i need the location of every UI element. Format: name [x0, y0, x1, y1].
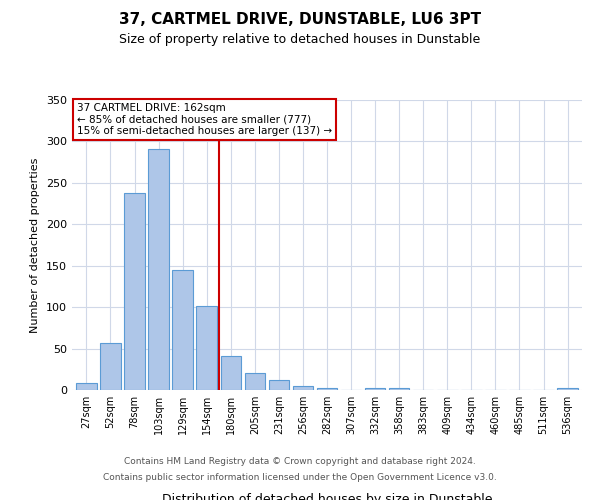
Bar: [293, 386, 313, 390]
Bar: [389, 388, 409, 390]
Bar: [221, 356, 241, 390]
Bar: [365, 388, 385, 390]
Bar: [124, 193, 145, 390]
X-axis label: Distribution of detached houses by size in Dunstable: Distribution of detached houses by size …: [162, 492, 492, 500]
Bar: [557, 388, 578, 390]
Y-axis label: Number of detached properties: Number of detached properties: [31, 158, 40, 332]
Bar: [317, 388, 337, 390]
Bar: [196, 306, 217, 390]
Bar: [76, 384, 97, 390]
Text: Contains HM Land Registry data © Crown copyright and database right 2024.: Contains HM Land Registry data © Crown c…: [124, 458, 476, 466]
Text: 37 CARTMEL DRIVE: 162sqm
← 85% of detached houses are smaller (777)
15% of semi-: 37 CARTMEL DRIVE: 162sqm ← 85% of detach…: [77, 103, 332, 136]
Text: 37, CARTMEL DRIVE, DUNSTABLE, LU6 3PT: 37, CARTMEL DRIVE, DUNSTABLE, LU6 3PT: [119, 12, 481, 28]
Bar: [269, 380, 289, 390]
Bar: [100, 343, 121, 390]
Text: Size of property relative to detached houses in Dunstable: Size of property relative to detached ho…: [119, 32, 481, 46]
Text: Contains public sector information licensed under the Open Government Licence v3: Contains public sector information licen…: [103, 472, 497, 482]
Bar: [245, 372, 265, 390]
Bar: [148, 149, 169, 390]
Bar: [172, 270, 193, 390]
